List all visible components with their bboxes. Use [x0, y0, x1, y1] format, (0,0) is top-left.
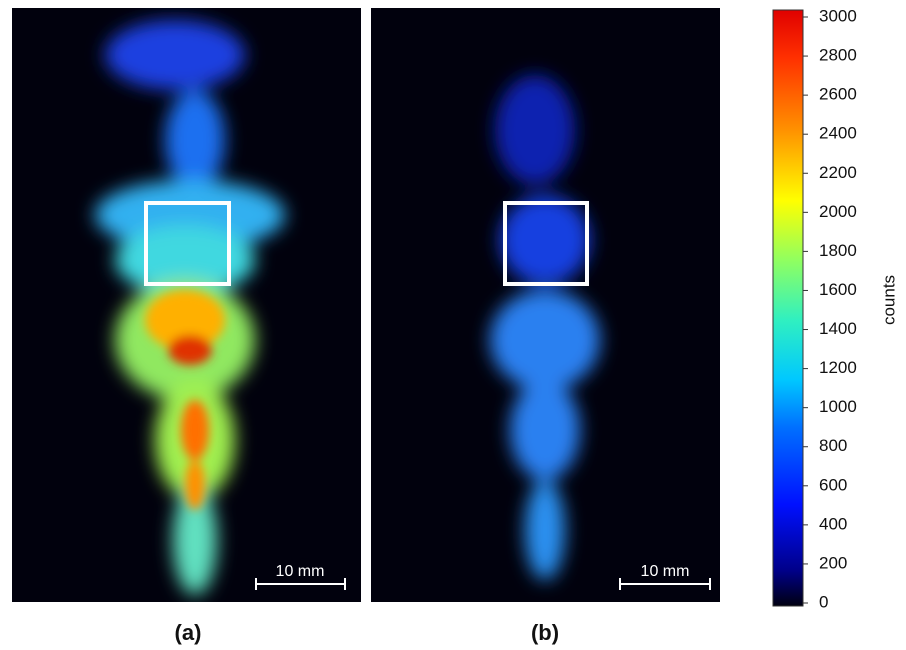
panel-b: 10 mm (b): [371, 8, 720, 645]
tick-label: 600: [819, 475, 847, 494]
tick-label: 1400: [819, 319, 857, 338]
panel-a: 10 mm (a): [12, 8, 361, 645]
tick-label: 0: [819, 592, 828, 611]
colorbar: counts 0 200 400 600 800 1000 1200 1400 1600 1800…: [773, 6, 898, 611]
tick-label: 2800: [819, 46, 857, 65]
tick-label: 400: [819, 514, 847, 533]
tick-label: 2400: [819, 124, 857, 143]
tick-label: 1600: [819, 280, 857, 299]
panel-label: (b): [531, 620, 559, 645]
scale-bar-label: 10 mm: [641, 563, 690, 580]
tick-label: 1000: [819, 397, 857, 416]
tick-label: 2200: [819, 163, 857, 182]
tick-label: 200: [819, 553, 847, 572]
figure: 10 mm (a) 10 mm (b) counts 0 200 400 600 800…: [0, 0, 906, 650]
panel-label: (a): [175, 620, 202, 645]
tick-label: 1200: [819, 358, 857, 377]
scale-bar-label: 10 mm: [276, 563, 325, 580]
tick-label: 1800: [819, 241, 857, 260]
tick-label: 800: [819, 436, 847, 455]
tick-label: 2600: [819, 85, 857, 104]
tick-label: 2000: [819, 202, 857, 221]
tick-label: 3000: [819, 6, 857, 25]
colorbar-label: counts: [879, 275, 898, 325]
